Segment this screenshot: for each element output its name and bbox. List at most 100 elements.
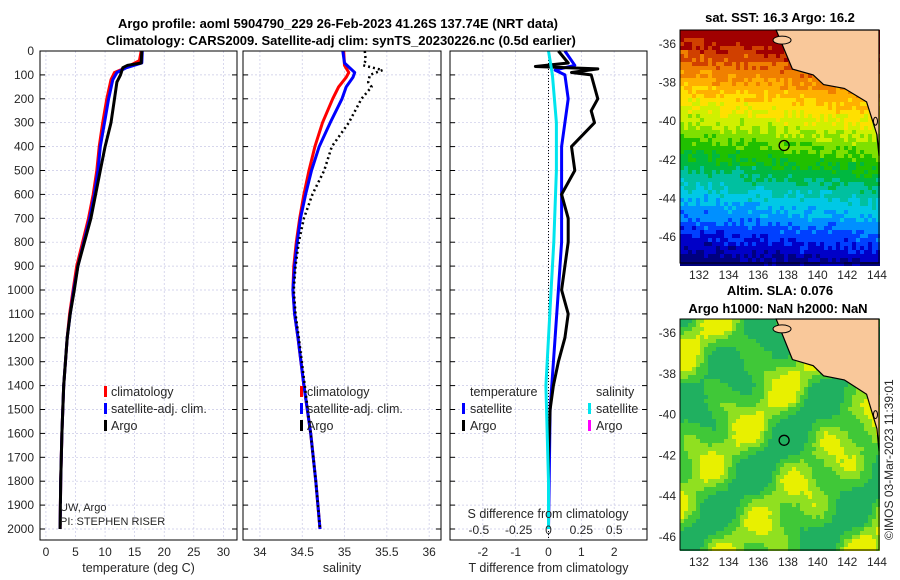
map-cell bbox=[736, 214, 740, 218]
map-cell bbox=[744, 126, 748, 130]
map-cell bbox=[756, 198, 760, 202]
map-cell bbox=[680, 387, 684, 391]
map-cell bbox=[732, 142, 736, 146]
map-cell bbox=[708, 391, 712, 395]
map-cell bbox=[796, 391, 800, 395]
map-cell bbox=[700, 258, 704, 262]
map-cell bbox=[680, 102, 684, 106]
map-cell bbox=[724, 391, 728, 395]
map-cell bbox=[756, 34, 760, 38]
map-cell bbox=[712, 427, 716, 431]
map-cell bbox=[728, 46, 732, 50]
map-cell bbox=[848, 250, 852, 254]
map-cell bbox=[744, 222, 748, 226]
map-cell bbox=[728, 178, 732, 182]
map-cell bbox=[752, 427, 756, 431]
map-cell bbox=[772, 238, 776, 242]
map-cell bbox=[856, 190, 860, 194]
map-cell bbox=[816, 226, 820, 230]
y-tick-label: 1800 bbox=[7, 474, 34, 488]
map-cell bbox=[692, 162, 696, 166]
map-cell bbox=[864, 162, 868, 166]
map-cell bbox=[772, 230, 776, 234]
map-cell bbox=[824, 206, 828, 210]
map-cell bbox=[764, 162, 768, 166]
map-cell bbox=[692, 443, 696, 447]
sla-map bbox=[679, 318, 880, 551]
map-cell bbox=[760, 194, 764, 198]
map-cell bbox=[748, 130, 752, 134]
map-cell bbox=[700, 411, 704, 415]
map-cell bbox=[800, 391, 804, 395]
map-cell bbox=[864, 126, 868, 130]
map-cell bbox=[756, 238, 760, 242]
map-cell bbox=[708, 34, 712, 38]
map-cell bbox=[688, 379, 692, 383]
map-cell bbox=[760, 46, 764, 50]
map-cell bbox=[696, 38, 700, 42]
legend-swatch bbox=[300, 420, 303, 431]
map-cell bbox=[696, 186, 700, 190]
map-cell bbox=[856, 431, 860, 435]
map-cell bbox=[856, 218, 860, 222]
map-cell bbox=[688, 222, 692, 226]
map-cell bbox=[768, 230, 772, 234]
map-cell bbox=[768, 166, 772, 170]
map-cell bbox=[736, 323, 740, 327]
map-cell bbox=[844, 258, 848, 262]
map-cell bbox=[740, 238, 744, 242]
map-cell bbox=[684, 190, 688, 194]
map-cell bbox=[748, 391, 752, 395]
map-cell bbox=[692, 238, 696, 242]
map-cell bbox=[684, 451, 688, 455]
map-cell bbox=[816, 262, 820, 266]
map-cell bbox=[848, 439, 852, 443]
map-cell bbox=[776, 198, 780, 202]
map-cell bbox=[820, 379, 824, 383]
map-cell bbox=[732, 194, 736, 198]
map-cell bbox=[740, 46, 744, 50]
map-cell bbox=[840, 262, 844, 266]
map-cell bbox=[692, 319, 696, 323]
map-cell bbox=[840, 178, 844, 182]
map-cell bbox=[828, 194, 832, 198]
map-cell bbox=[760, 98, 764, 102]
map-cell bbox=[756, 387, 760, 391]
map-cell bbox=[724, 158, 728, 162]
map-cell bbox=[696, 455, 700, 459]
map-cell bbox=[712, 198, 716, 202]
map-cell bbox=[768, 146, 772, 150]
map-cell bbox=[700, 335, 704, 339]
map-cell bbox=[760, 419, 764, 423]
map-cell bbox=[780, 407, 784, 411]
map-cell bbox=[820, 451, 824, 455]
map-cell bbox=[856, 182, 860, 186]
map-cell bbox=[860, 170, 864, 174]
map-cell bbox=[812, 395, 816, 399]
map-cell bbox=[720, 387, 724, 391]
map-cell bbox=[852, 242, 856, 246]
map-cell bbox=[784, 222, 788, 226]
map-cell bbox=[688, 210, 692, 214]
map-cell bbox=[804, 226, 808, 230]
map-cell bbox=[760, 210, 764, 214]
map-cell bbox=[768, 447, 772, 451]
map-cell bbox=[708, 90, 712, 94]
map-cell bbox=[704, 234, 708, 238]
map-cell bbox=[832, 447, 836, 451]
lat-tick-label: -36 bbox=[659, 37, 677, 51]
map-cell bbox=[848, 150, 852, 154]
map-cell bbox=[752, 206, 756, 210]
map-cell bbox=[728, 407, 732, 411]
map-cell bbox=[808, 182, 812, 186]
map-cell bbox=[864, 138, 868, 142]
map-cell bbox=[768, 30, 772, 34]
map-cell bbox=[856, 395, 860, 399]
map-cell bbox=[840, 447, 844, 451]
map-cell bbox=[828, 94, 832, 98]
map-cell bbox=[748, 439, 752, 443]
map-cell bbox=[760, 126, 764, 130]
map-cell bbox=[728, 94, 732, 98]
lon-tick-label: 144 bbox=[867, 268, 887, 282]
map-cell bbox=[792, 214, 796, 218]
